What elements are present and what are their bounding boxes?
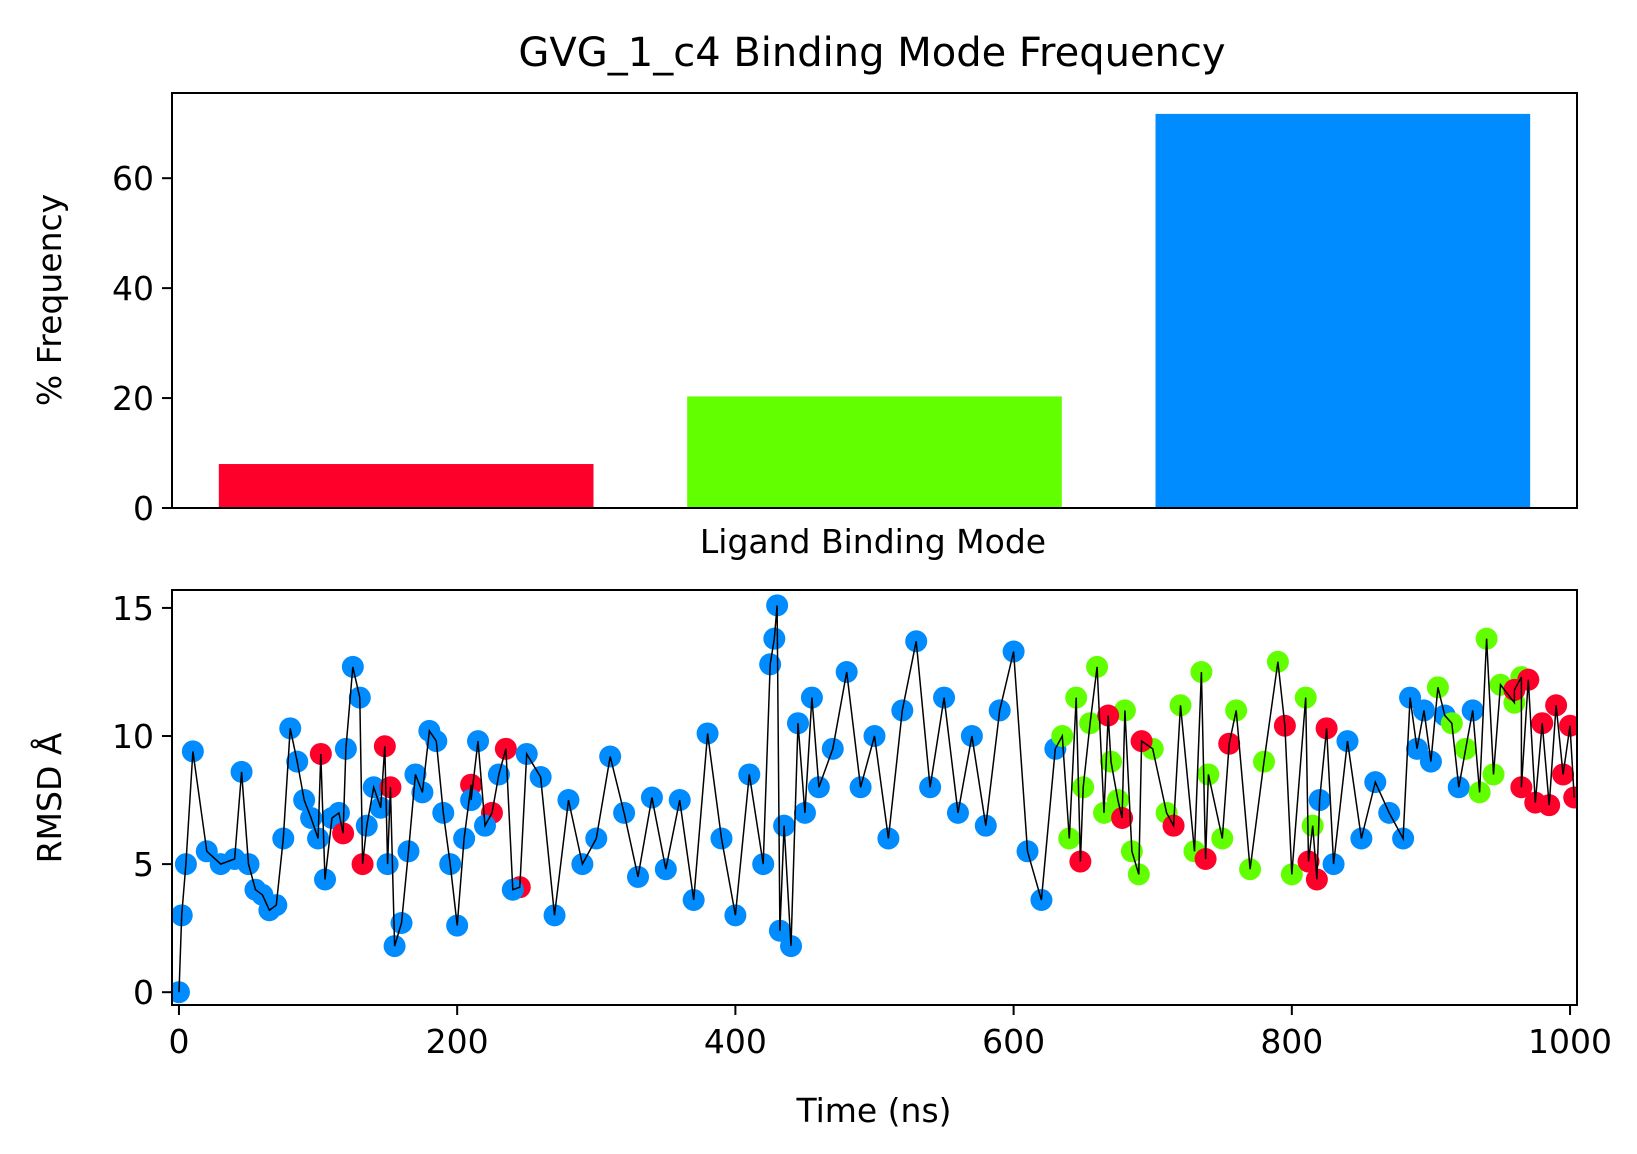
rmsd-y-tick-label: 10 <box>112 717 154 756</box>
rmsd-trace-line <box>178 605 1575 993</box>
bar-mode-1 <box>218 464 594 508</box>
bar-y-tick-label: 40 <box>112 269 154 308</box>
rmsd-plot-x-ticks: 0 200 400 600 800 1000 <box>168 1005 1612 1061</box>
rmsd-plot-y-ticks: 0 5 10 15 <box>112 589 172 1012</box>
bar-chart-marks <box>218 113 1531 508</box>
rmsd-point-mode-1 <box>1559 714 1577 737</box>
rmsd-x-tick-label: 1000 <box>1528 1022 1612 1061</box>
bar-chart-title: GVG_1_c4 Binding Mode Frequency <box>518 30 1225 76</box>
rmsd-point-mode-1 <box>309 742 332 765</box>
bar-chart-y-ticks: 0 20 40 60 <box>112 159 172 528</box>
rmsd-plot-frame <box>171 589 1578 1006</box>
rmsd-point-mode-2 <box>1190 660 1213 683</box>
bar-mode-2 <box>687 396 1062 508</box>
rmsd-plot-y-label: RMSD Å <box>29 732 69 863</box>
rmsd-y-tick-label: 0 <box>133 973 154 1012</box>
rmsd-point-mode-1 <box>1069 850 1092 873</box>
rmsd-plot-marks <box>172 594 1577 1004</box>
rmsd-x-tick-label: 0 <box>168 1022 189 1061</box>
bar-chart-frame <box>171 92 1578 509</box>
bar-y-tick-label: 20 <box>112 379 154 418</box>
bar-mode-3 <box>1155 113 1531 508</box>
rmsd-x-tick-label: 600 <box>982 1022 1045 1061</box>
bar-y-tick-label: 0 <box>133 489 154 528</box>
bar-chart-x-label: Ligand Binding Mode <box>700 522 1046 561</box>
rmsd-y-tick-label: 15 <box>112 589 154 628</box>
bar-chart-y-label: % Frequency <box>30 194 69 406</box>
bar-y-tick-label: 60 <box>112 159 154 198</box>
rmsd-x-tick-label: 400 <box>704 1022 767 1061</box>
rmsd-plot-x-label: Time (ns) <box>795 1091 951 1130</box>
rmsd-point-mode-3 <box>172 981 190 1004</box>
rmsd-y-tick-label: 5 <box>133 845 154 884</box>
rmsd-x-tick-label: 800 <box>1260 1022 1323 1061</box>
rmsd-point-mode-1 <box>373 735 396 758</box>
rmsd-x-tick-label: 200 <box>426 1022 489 1061</box>
